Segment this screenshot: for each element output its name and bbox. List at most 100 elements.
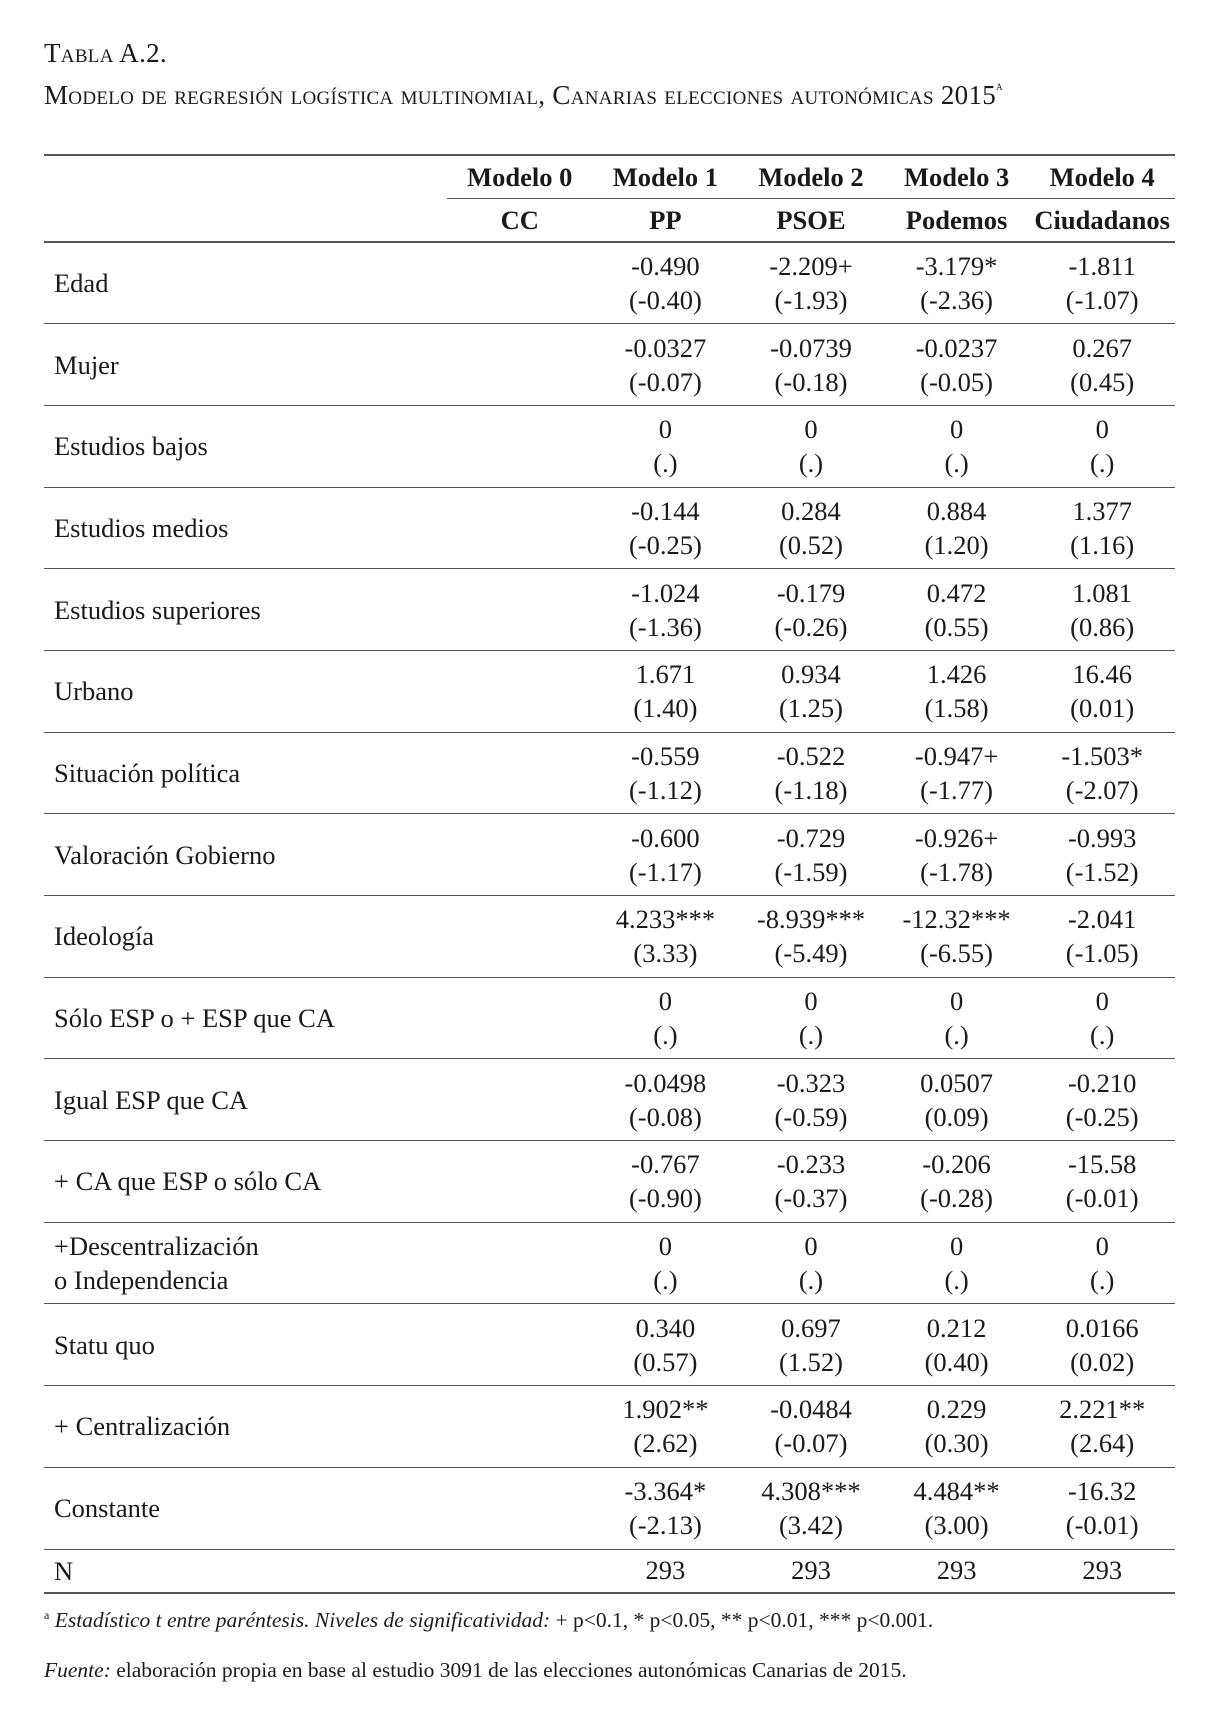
t-statistic: (-6.55) xyxy=(920,938,993,969)
coefficient: -1.811 xyxy=(1068,251,1136,282)
value-cell: -0.0237 (-0.05) xyxy=(884,324,1030,406)
row-label: Estudios superiores xyxy=(54,594,261,625)
value-cell: 16.46 (0.01) xyxy=(1029,650,1175,732)
n-value: 293 xyxy=(1082,1555,1123,1586)
model-header: Modelo 4 xyxy=(1029,156,1175,199)
coefficient: -2.209+ xyxy=(769,251,853,282)
t-statistic: (.) xyxy=(798,1265,824,1296)
row-label: + CA que ESP o sólo CA xyxy=(54,1166,322,1197)
source-note: Fuente: elaboración propia en base al es… xyxy=(44,1658,907,1683)
t-statistic: (-1.93) xyxy=(774,285,848,316)
t-statistic: (2.64) xyxy=(1070,1428,1135,1459)
t-statistic: (0.09) xyxy=(924,1101,989,1132)
t-statistic: (-0.18) xyxy=(774,366,848,397)
coefficient: -2.041 xyxy=(1067,904,1137,935)
t-statistic: (.) xyxy=(653,1020,678,1051)
t-statistic: (.) xyxy=(798,1020,824,1051)
value-cell xyxy=(447,324,593,406)
value-cell xyxy=(447,1222,593,1304)
row-label: Statu quo xyxy=(54,1329,155,1360)
model-header: Modelo 0 xyxy=(447,156,593,199)
coefficient: -0.926+ xyxy=(914,822,999,853)
value-cell: 0.0166 (0.02) xyxy=(1029,1304,1175,1386)
value-cell: -0.210 (-0.25) xyxy=(1029,1059,1175,1141)
coefficient: 0.212 xyxy=(926,1312,987,1343)
coefficient: 0 xyxy=(949,414,964,445)
t-statistic: (.) xyxy=(944,1265,969,1296)
table-row: Estudios medios -0.144 (-0.25) 0.284 (0.52) 0… xyxy=(44,487,1175,569)
coefficient: -0.0498 xyxy=(624,1067,707,1098)
value-cell: -0.600 (-1.17) xyxy=(593,814,739,896)
t-statistic: (-0.25) xyxy=(1065,1101,1139,1132)
t-statistic: (.) xyxy=(1090,448,1115,479)
source-label: Fuente: xyxy=(44,1658,111,1682)
party-header: PP xyxy=(592,198,739,243)
t-statistic: (.) xyxy=(653,448,678,479)
value-cell: -3.364* (-2.13) xyxy=(593,1467,739,1549)
value-cell: 0.934 (1.25) xyxy=(738,650,884,732)
coefficient: -0.179 xyxy=(776,577,846,608)
value-cell: 0.229 (0.30) xyxy=(884,1386,1030,1468)
t-statistic: (-1.36) xyxy=(628,611,702,642)
coefficient: -0.947+ xyxy=(914,740,999,771)
value-cell xyxy=(447,569,593,651)
t-statistic: (-0.90) xyxy=(628,1183,702,1214)
coefficient: 1.377 xyxy=(1072,495,1132,526)
coefficient: 0.0507 xyxy=(920,1067,994,1098)
t-statistic: (0.30) xyxy=(924,1428,989,1459)
t-statistic: (1.16) xyxy=(1070,529,1135,560)
coefficient: 0.267 xyxy=(1072,332,1132,363)
caption-text: Modelo de regresión logística multinomia… xyxy=(44,80,997,110)
value-cell: -0.144 (-0.25) xyxy=(593,487,739,569)
value-cell: 0 (.) xyxy=(593,977,739,1059)
value-cell: -0.993 (-1.52) xyxy=(1029,814,1175,896)
value-cell: 0 (.) xyxy=(738,1222,884,1304)
t-statistic: (-0.59) xyxy=(774,1101,848,1132)
t-statistic: (-1.77) xyxy=(920,774,993,805)
value-cell xyxy=(447,1059,593,1141)
t-statistic: (-0.07) xyxy=(628,366,702,397)
value-cell: 1.377 (1.16) xyxy=(1029,487,1175,569)
value-cell: -1.024 (-1.36) xyxy=(593,569,739,651)
table-label: Tabla A.2. xyxy=(44,38,167,68)
row-label: Constante xyxy=(54,1493,160,1524)
row-label: Valoración Gobierno xyxy=(54,839,276,870)
t-statistic: (-0.07) xyxy=(774,1428,848,1459)
value-cell: 0.472 (0.55) xyxy=(884,569,1030,651)
t-statistic: (.) xyxy=(653,1265,678,1296)
coefficient: 0 xyxy=(949,1231,964,1262)
party-header: Ciudadanos xyxy=(1029,198,1175,243)
table-row: Constante -3.364* (-2.13) 4.308*** (3.42) 4.4… xyxy=(44,1467,1175,1549)
coefficient: 0.0166 xyxy=(1065,1312,1139,1343)
coefficient: 0.229 xyxy=(926,1394,987,1425)
value-cell xyxy=(447,405,593,487)
coefficient: 0 xyxy=(658,986,673,1017)
value-cell: 1.426 (1.58) xyxy=(884,650,1030,732)
coefficient: -3.364* xyxy=(624,1476,707,1507)
t-statistic: (-0.26) xyxy=(774,611,848,642)
coefficient: -0.0237 xyxy=(915,332,998,363)
t-statistic: (-0.01) xyxy=(1065,1183,1139,1214)
value-cell: -0.0484 (-0.07) xyxy=(738,1386,884,1468)
value-cell: 0.284 (0.52) xyxy=(738,487,884,569)
t-statistic: (-1.78) xyxy=(920,856,993,887)
row-label: Sólo ESP o + ESP que CA xyxy=(54,1003,335,1034)
coefficient: 0.284 xyxy=(781,495,841,526)
coefficient: -1.024 xyxy=(631,577,700,608)
value-cell: -0.179 (-0.26) xyxy=(738,569,884,651)
table-row: Edad -0.490 (-0.40) -2.209+ (-1.93) -3.179* (-… xyxy=(44,242,1175,324)
coefficient: 0 xyxy=(658,414,673,445)
party-header: PSOE xyxy=(738,198,884,243)
value-cell xyxy=(447,814,593,896)
coefficient: 1.426 xyxy=(926,659,987,690)
footnote-marker: a xyxy=(996,78,1003,93)
value-cell xyxy=(447,732,593,814)
n-value: 293 xyxy=(791,1555,831,1586)
table-row: +Descentralización o Independencia 0 (.) 0(… xyxy=(44,1222,1175,1304)
coefficient: 0.884 xyxy=(926,495,987,526)
t-statistic: (0.57) xyxy=(633,1346,698,1377)
t-statistic: (.) xyxy=(798,448,824,479)
coefficient: -0.210 xyxy=(1067,1067,1137,1098)
row-label: Ideología xyxy=(54,921,155,952)
value-cell: 2.221** (2.64) xyxy=(1029,1386,1175,1468)
